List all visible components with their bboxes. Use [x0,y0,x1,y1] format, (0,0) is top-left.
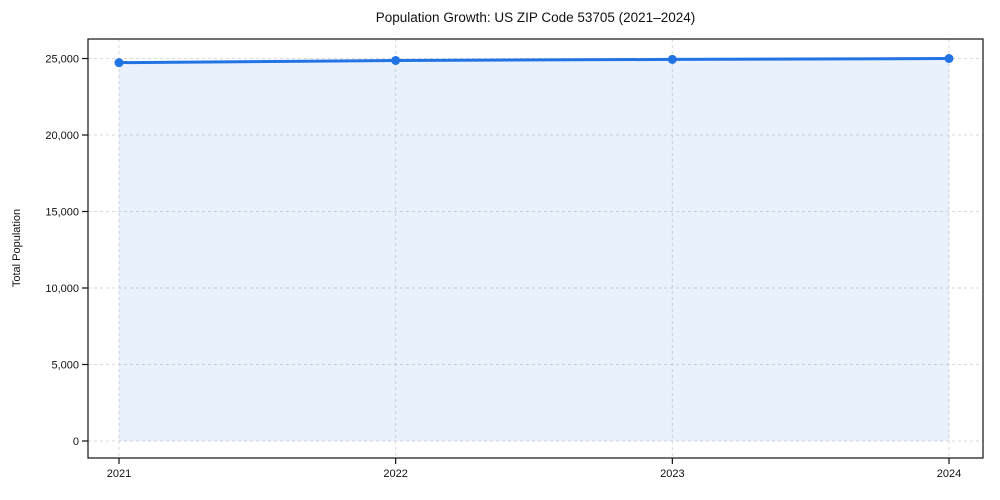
x-tick-label: 2023 [660,468,684,480]
y-tick-label: 25,000 [45,53,79,65]
y-tick-label: 0 [73,436,79,448]
area-fill [119,58,950,441]
chart-title: Population Growth: US ZIP Code 53705 (20… [375,10,696,25]
x-tick-label: 2024 [937,468,961,480]
data-point-marker [944,54,954,63]
data-point-marker [667,54,677,64]
y-tick-label: 10,000 [45,283,79,295]
x-tick-label: 2022 [383,468,407,480]
y-axis-label: Total Population [11,208,23,288]
data-line [117,57,951,65]
y-tick-label: 15,000 [45,206,79,218]
plot-border [87,38,984,459]
data-point-marker [114,58,124,68]
data-point-marker [391,55,401,65]
y-tick-label: 20,000 [45,130,79,142]
x-tick-label: 2021 [107,468,131,480]
y-tick-label: 5,000 [51,359,79,371]
